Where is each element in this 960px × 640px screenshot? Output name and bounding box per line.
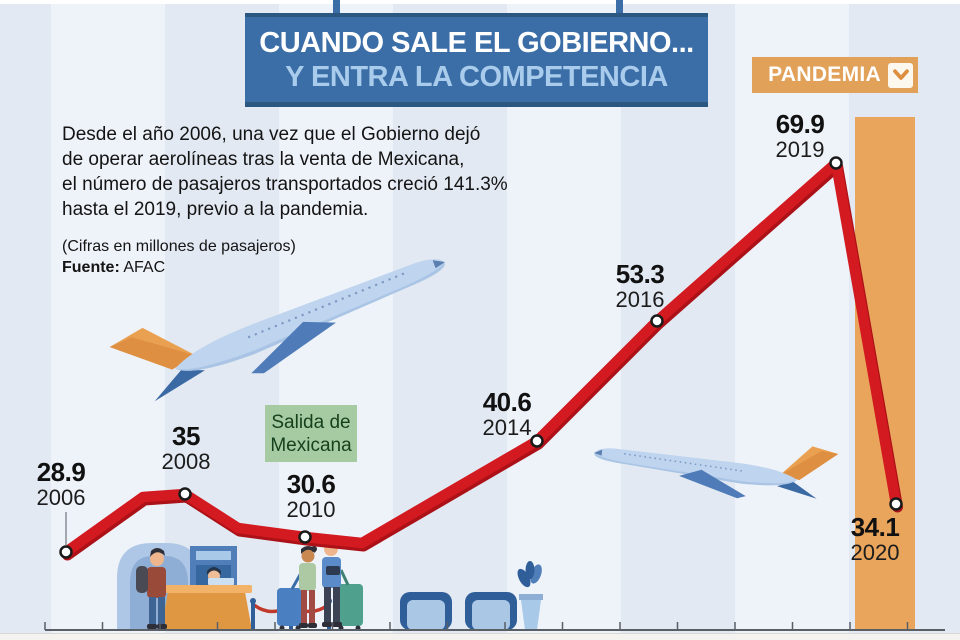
queue-rope-barrier [250, 598, 332, 630]
source-value: AFAC [123, 259, 166, 276]
sign-string-left [333, 0, 340, 16]
airport-arch [117, 543, 201, 630]
traveler-backpack-figure [136, 548, 167, 629]
chevron-down-icon [892, 69, 909, 80]
axis-ticks [44, 622, 909, 630]
data-point-label-2020: 34.1 2020 [827, 514, 923, 565]
value-label: 40.6 [482, 387, 532, 417]
source-note: Fuente: AFAC [62, 259, 165, 277]
intro-line-3: el número de pasajeros transportados cre… [62, 174, 508, 195]
airport-seats-illustration [400, 592, 517, 630]
marker-2010 [298, 530, 312, 544]
event-annotation-line1: Salida de [271, 411, 351, 433]
title-line-1: CUANDO SALE EL GOBIERNO... [259, 27, 694, 59]
airplane-icon-small [590, 423, 840, 510]
bottom-border [0, 633, 960, 640]
marker-2016 [650, 314, 664, 328]
title-sign: CUANDO SALE EL GOBIERNO... Y ENTRA LA CO… [245, 13, 708, 107]
source-label: Fuente: [62, 259, 120, 276]
year-label: 2014 [482, 415, 532, 440]
data-point-label-2008: 35 2008 [138, 423, 234, 474]
suitcase-teal [336, 584, 363, 626]
data-point-label-2006: 28.9 2006 [13, 459, 109, 510]
checkin-booth [190, 546, 237, 630]
pandemic-tag-label: PANDEMIA [768, 63, 881, 86]
year-label: 2006 [36, 485, 86, 510]
title-line-2: Y ENTRA LA COMPETENCIA [285, 61, 668, 93]
passengers-line-shadow [62, 160, 903, 561]
potted-plant-illustration [517, 561, 543, 630]
top-border [0, 0, 960, 4]
data-point-label-2019: 69.9 2019 [752, 111, 848, 162]
attendant-figure [208, 570, 220, 582]
data-point-label-2014: 40.6 2014 [459, 389, 555, 440]
units-note: (Cifras en millones de pasajeros) [62, 238, 296, 255]
value-label: 69.9 [775, 109, 825, 139]
value-label: 28.9 [36, 457, 86, 487]
intro-line-1: Desde el año 2006, una vez que el Gobier… [62, 124, 481, 145]
data-point-label-2010: 30.6 2010 [263, 471, 359, 522]
year-label: 2010 [286, 497, 336, 522]
event-annotation-line2: Mexicana [270, 434, 352, 456]
pandemic-dropdown-checkbox[interactable] [888, 62, 913, 88]
suitcase-blue [277, 588, 303, 626]
data-point-label-2016: 53.3 2016 [592, 261, 688, 312]
sign-string-right [616, 0, 623, 16]
marker-2008 [178, 487, 192, 501]
checkin-desk [161, 592, 252, 630]
checkin-scene-illustration [117, 539, 543, 631]
intro-line-4: hasta el 2019, previo a la pandemia. [62, 199, 369, 220]
marker-2006 [59, 545, 73, 559]
value-label: 30.6 [286, 469, 336, 499]
value-label: 35 [172, 421, 200, 451]
value-label: 53.3 [615, 259, 665, 289]
year-label: 2008 [161, 449, 211, 474]
value-label: 34.1 [850, 512, 900, 542]
year-label: 2016 [615, 287, 665, 312]
pandemic-tag: PANDEMIA [752, 57, 918, 93]
passenger-pair-figures [277, 539, 363, 631]
event-annotation-salida-mexicana: Salida de Mexicana [265, 405, 357, 462]
year-label: 2020 [850, 540, 900, 565]
intro-line-2: de operar aerolíneas tras la venta de Me… [62, 149, 465, 170]
intro-text-block: Desde el año 2006, una vez que el Gobier… [62, 122, 562, 222]
year-label: 2019 [775, 137, 825, 162]
